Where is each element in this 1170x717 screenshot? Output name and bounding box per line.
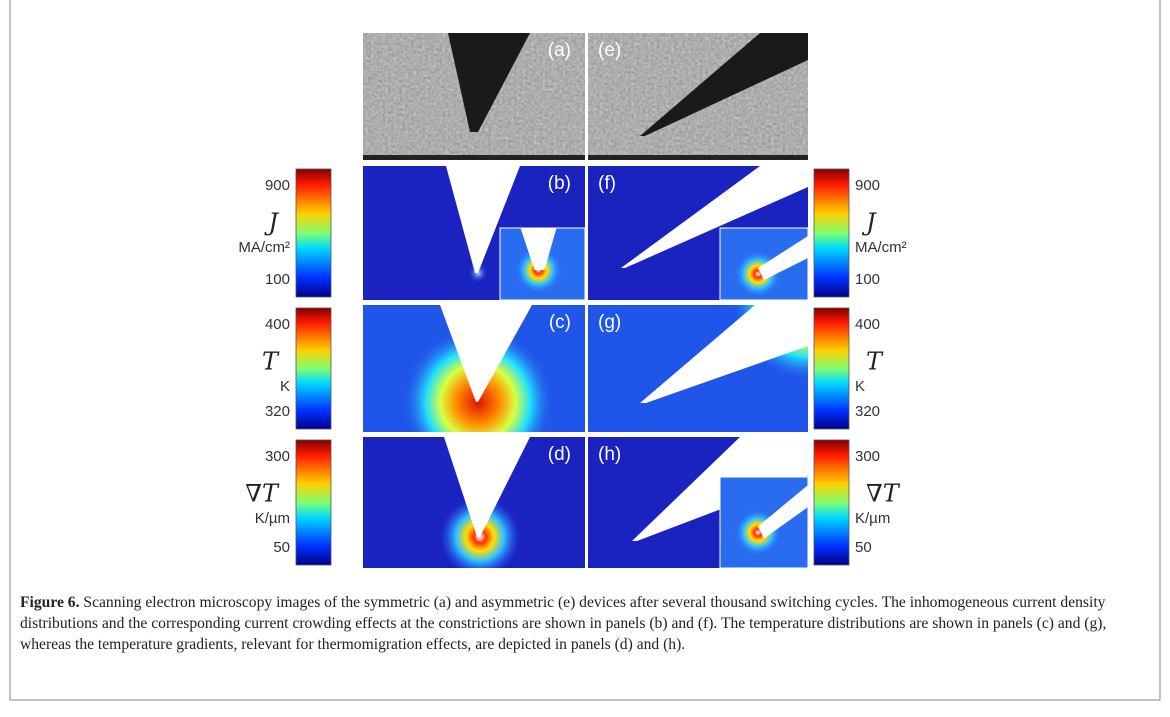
page: (a) (b) (c) (d) (e) (f) (g) (h) 900 100 J MA/cm² 900…	[0, 0, 1170, 717]
colorbar	[814, 308, 849, 429]
colorbar-unit: K	[280, 378, 290, 395]
panel-label: (e)	[598, 40, 621, 61]
colorbar-tick: 100	[265, 271, 290, 288]
panel-label: (b)	[548, 173, 571, 194]
panel: (b)	[363, 166, 585, 300]
colorbar-tick: 300	[265, 448, 290, 465]
colorbar-unit: K/µm	[855, 510, 890, 527]
colorbar-tick: 50	[273, 539, 290, 556]
panel: (d)	[363, 437, 585, 577]
colorbar-tick: 320	[265, 403, 290, 420]
colorbar	[814, 169, 849, 297]
colorbar	[296, 308, 331, 429]
colorbar-tick: 50	[855, 539, 872, 556]
colorbar-unit: MA/cm²	[238, 239, 290, 256]
colorbar-tick: 300	[855, 448, 880, 465]
panel-label: (c)	[549, 312, 571, 333]
panel-label: (d)	[548, 444, 571, 465]
colorbar-tick: 900	[265, 177, 290, 194]
colorbar-tick: 320	[855, 403, 880, 420]
sem-bottom	[363, 155, 585, 160]
colorbar-symbol: J	[263, 209, 279, 237]
colorbar-unit: MA/cm²	[855, 239, 907, 256]
colorbar-unit: K	[855, 378, 865, 395]
colorbar-unit: K/µm	[255, 510, 290, 527]
panel-label: (g)	[598, 312, 621, 333]
colorbar-tick: 400	[265, 316, 290, 333]
colorbar	[296, 440, 331, 565]
panel: (a)	[363, 33, 585, 160]
caption: Figure 6. Scanning electron microscopy i…	[20, 592, 1148, 655]
caption-label: Figure 6.	[20, 594, 79, 611]
panel-label: (h)	[598, 444, 621, 465]
colorbar-symbol: T	[866, 348, 884, 376]
panel-label: (f)	[598, 173, 616, 194]
panel-image	[588, 156, 818, 300]
panel-label: (a)	[548, 40, 571, 61]
panel: (e)	[588, 33, 808, 160]
colorbar-symbol: J	[861, 209, 877, 237]
colorbar-tick: 400	[855, 316, 880, 333]
colorbar-tick: 100	[855, 271, 880, 288]
colorbar-tick: 900	[855, 177, 880, 194]
colorbar	[814, 440, 849, 565]
colorbar-symbol: T	[262, 348, 280, 376]
panel: (f)	[588, 156, 818, 300]
colorbar	[296, 169, 331, 297]
colorbar-symbol: ∇T	[245, 480, 280, 508]
caption-text: Scanning electron microscopy images of t…	[20, 594, 1106, 653]
colorbar-symbol: ∇T	[866, 480, 901, 508]
sem-bottom	[588, 155, 808, 160]
